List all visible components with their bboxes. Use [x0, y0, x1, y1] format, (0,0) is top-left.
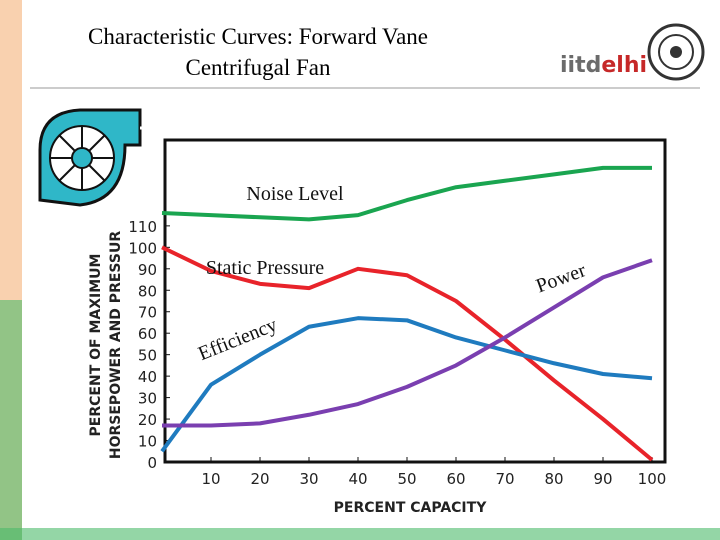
x-tick-label: 10 [201, 470, 220, 488]
x-tick-label: 60 [446, 470, 465, 488]
x-tick-label: 40 [348, 470, 367, 488]
y-axis-label: HORSEPOWER AND PRESSUR [108, 231, 124, 459]
logo-emblem [647, 23, 705, 81]
title-line: Characteristic Curves: Forward Vane [88, 24, 428, 49]
plot-frame [163, 138, 667, 464]
series-line [161, 245, 654, 462]
bottom-stripe [0, 528, 720, 540]
fan-illustration [38, 108, 163, 207]
x-tick-label: 80 [544, 470, 563, 488]
series-line [161, 165, 652, 222]
y-tick-label: 50 [138, 347, 157, 365]
y-axis-label: PERCENT OF MAXIMUM [88, 254, 104, 437]
title-line: Centrifugal Fan [186, 55, 331, 80]
x-tick-label: 70 [495, 470, 514, 488]
x-tick-label: 20 [250, 470, 269, 488]
series-line [160, 316, 653, 453]
left-stripe-green [0, 300, 22, 540]
y-tick-label: 100 [128, 239, 157, 257]
y-tick-label: 20 [138, 411, 157, 429]
x-axis-label: PERCENT CAPACITY [334, 500, 488, 516]
logo-part: elhi [601, 53, 647, 78]
y-tick-label: 110 [128, 218, 157, 236]
x-tick-label: 90 [593, 470, 612, 488]
series-line [162, 258, 653, 428]
x-tick-label: 50 [397, 470, 416, 488]
logo-part: iitd [560, 53, 601, 78]
logo-text: iitdelhi [560, 53, 647, 78]
y-tick-label: 90 [138, 261, 157, 279]
y-tick-label: 30 [138, 390, 157, 408]
y-tick-label: 40 [138, 368, 157, 386]
series-label: Noise Level [246, 183, 344, 205]
y-tick-label: 70 [138, 304, 157, 322]
y-tick-label: 10 [138, 433, 157, 451]
y-tick-label: 0 [147, 454, 157, 472]
y-tick-label: 60 [138, 325, 157, 343]
x-tick-label: 30 [299, 470, 318, 488]
y-tick-label: 80 [138, 282, 157, 300]
x-tick-label: 100 [638, 470, 667, 488]
series-label: Static Pressure [206, 257, 324, 279]
